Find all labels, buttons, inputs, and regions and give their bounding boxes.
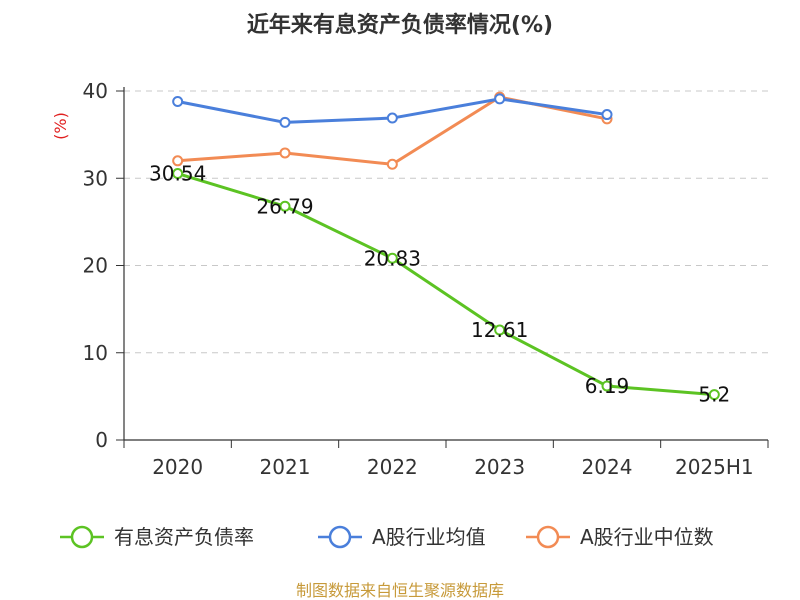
series-0 <box>172 168 720 401</box>
y-tick-label: 0 <box>95 428 108 452</box>
legend-item[interactable]: A股行业均值 <box>318 525 486 549</box>
y-tick-label: 30 <box>83 166 108 190</box>
legend-item[interactable]: A股行业中位数 <box>526 525 714 549</box>
x-tick-label: 2023 <box>474 455 525 479</box>
data-point[interactable] <box>386 158 398 170</box>
y-tick-label: 20 <box>83 254 108 278</box>
series-1 <box>172 93 613 128</box>
series-line <box>177 172 715 397</box>
data-point[interactable] <box>494 324 506 336</box>
data-label: 30.54 <box>149 162 206 186</box>
x-tick-label: 2021 <box>260 455 311 479</box>
legend-marker <box>70 525 94 549</box>
data-point[interactable] <box>172 168 184 180</box>
data-point[interactable] <box>279 200 291 212</box>
legend-marker <box>328 525 352 549</box>
series-2 <box>172 91 613 170</box>
x-tick-label: 2025H1 <box>675 455 754 479</box>
axes: 0 10 20 30 40 2020 2021 2022 2023 2024 2025H1 <box>83 79 769 479</box>
data-point[interactable] <box>386 252 398 264</box>
data-point[interactable] <box>601 380 613 392</box>
data-point[interactable] <box>708 389 720 401</box>
series-line <box>177 95 608 166</box>
x-tick-label: 2022 <box>367 455 418 479</box>
y-tick-label: 40 <box>83 79 108 103</box>
data-label: 26.79 <box>256 194 313 218</box>
gridlines <box>124 90 768 354</box>
data-point[interactable] <box>172 155 184 167</box>
data-point[interactable] <box>386 112 398 124</box>
legend[interactable]: 有息资产负债率 A股行业均值 A股行业中位数 <box>60 525 714 549</box>
data-labels: 30.54 26.79 20.83 12.61 6.19 5.2 <box>149 162 730 407</box>
series-group: 30.54 26.79 20.83 12.61 6.19 5.2 <box>149 91 730 407</box>
legend-marker <box>536 525 560 549</box>
x-tick-label: 2020 <box>152 455 203 479</box>
y-tick-label: 10 <box>83 341 108 365</box>
data-label: 6.19 <box>585 374 630 398</box>
source-note: 制图数据来自恒生聚源数据库 <box>296 581 504 600</box>
legend-label: 有息资产负债率 <box>114 525 254 549</box>
legend-label: A股行业中位数 <box>580 525 714 549</box>
legend-label: A股行业均值 <box>372 525 486 549</box>
legend-item[interactable]: 有息资产负债率 <box>60 525 254 549</box>
data-point[interactable] <box>279 147 291 159</box>
chart-title: 近年来有息资产负债率情况(%) <box>247 12 553 38</box>
data-point[interactable] <box>601 109 613 121</box>
data-point[interactable] <box>172 95 184 107</box>
y-axis-label: (%) <box>51 112 70 140</box>
data-label: 5.2 <box>698 383 730 407</box>
data-point[interactable] <box>494 93 506 105</box>
data-point[interactable] <box>279 116 291 128</box>
data-label: 20.83 <box>364 246 421 270</box>
data-label: 12.61 <box>471 318 528 342</box>
x-tick-label: 2024 <box>582 455 633 479</box>
